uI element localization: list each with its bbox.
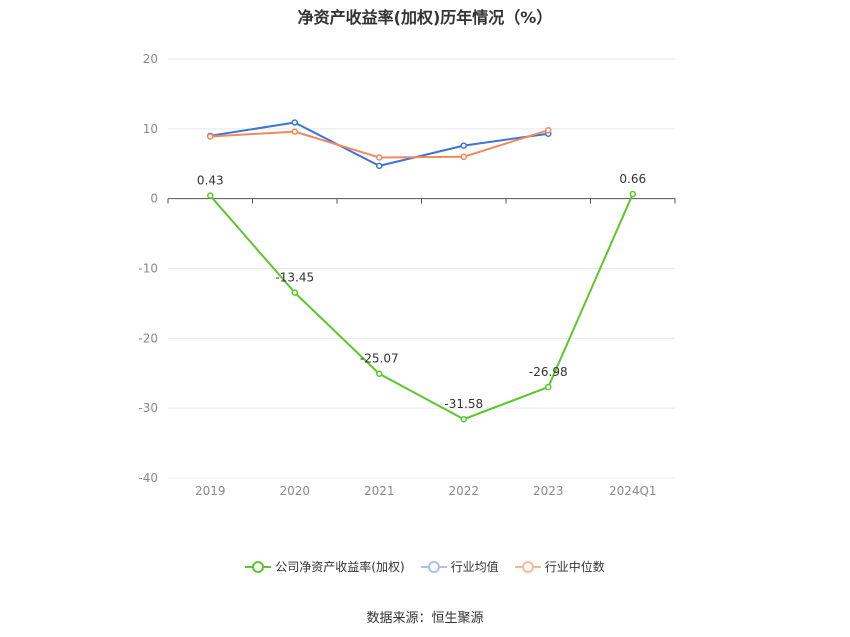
- legend-label-industry-median: 行业中位数: [544, 560, 605, 574]
- data-point-series-0: [376, 370, 383, 377]
- y-tick-label: 10: [143, 122, 158, 136]
- y-tick-label: 20: [143, 52, 158, 66]
- legend-marker-industry-median: [514, 560, 541, 573]
- y-tick-label: -40: [138, 471, 158, 485]
- data-label: 0.43: [197, 174, 224, 188]
- data-point-series-0: [291, 289, 298, 296]
- y-tick-label: 0: [150, 192, 158, 206]
- legend-label-company-roe: 公司净资产收益率(加权): [275, 560, 405, 574]
- x-tick-label: 2021: [364, 484, 395, 498]
- data-source: 数据来源：恒生聚源: [366, 611, 484, 626]
- x-tick-label: 2019: [195, 484, 226, 498]
- series-line-2: [210, 129, 549, 159]
- data-label: 0.66: [619, 172, 646, 186]
- data-point-series-0: [629, 190, 636, 198]
- data-point-series-2: [545, 126, 552, 134]
- legend: 公司净资产收益率(加权) 行业均值 行业中位数: [0, 558, 850, 575]
- legend-marker-industry-mean: [420, 560, 447, 573]
- data-point-series-1: [460, 142, 467, 149]
- data-point-series-0: [545, 383, 552, 391]
- data-point-series-2: [376, 154, 383, 161]
- x-tick-label: 2023: [533, 484, 564, 498]
- data-point-series-1: [291, 119, 298, 126]
- chart-title: 净资产收益率(加权)历年情况（%）: [297, 8, 553, 27]
- data-label: -26.98: [529, 365, 568, 379]
- x-axis-ticks: 2019 2020 2021 2022 2023 2024Q1: [195, 484, 657, 498]
- data-label: -31.58: [444, 397, 483, 411]
- data-label: -13.45: [275, 271, 314, 285]
- legend-label-industry-mean: 行业均值: [450, 560, 499, 574]
- data-point-series-2: [291, 128, 298, 135]
- y-tick-label: -30: [138, 401, 158, 415]
- data-point-series-2: [460, 153, 467, 161]
- x-tick-label: 2020: [279, 484, 310, 498]
- series-layer: [207, 119, 636, 423]
- data-point-series-2: [207, 133, 214, 140]
- data-label: -25.07: [360, 352, 399, 366]
- y-axis-ticks: 20 10 0 -10 -20 -30 -40: [138, 52, 158, 485]
- y-tick-label: -10: [138, 262, 158, 276]
- x-tick-label: 2022: [448, 484, 479, 498]
- data-labels: 0.43 -13.45 -25.07 -31.58 -26.98 0.66: [197, 172, 646, 411]
- y-tick-label: -20: [138, 331, 158, 345]
- data-point-series-0: [460, 415, 467, 423]
- legend-item-industry-mean[interactable]: 行业均值: [420, 558, 499, 575]
- legend-marker-company-roe: [245, 560, 272, 573]
- data-point-series-0: [207, 192, 214, 199]
- data-point-series-1: [376, 162, 383, 170]
- x-tick-label: 2024Q1: [609, 484, 657, 498]
- grid-layer: [167, 58, 676, 479]
- legend-item-company-roe[interactable]: 公司净资产收益率(加权): [245, 558, 405, 575]
- legend-item-industry-median[interactable]: 行业中位数: [514, 558, 605, 575]
- series-line-0: [209, 193, 634, 421]
